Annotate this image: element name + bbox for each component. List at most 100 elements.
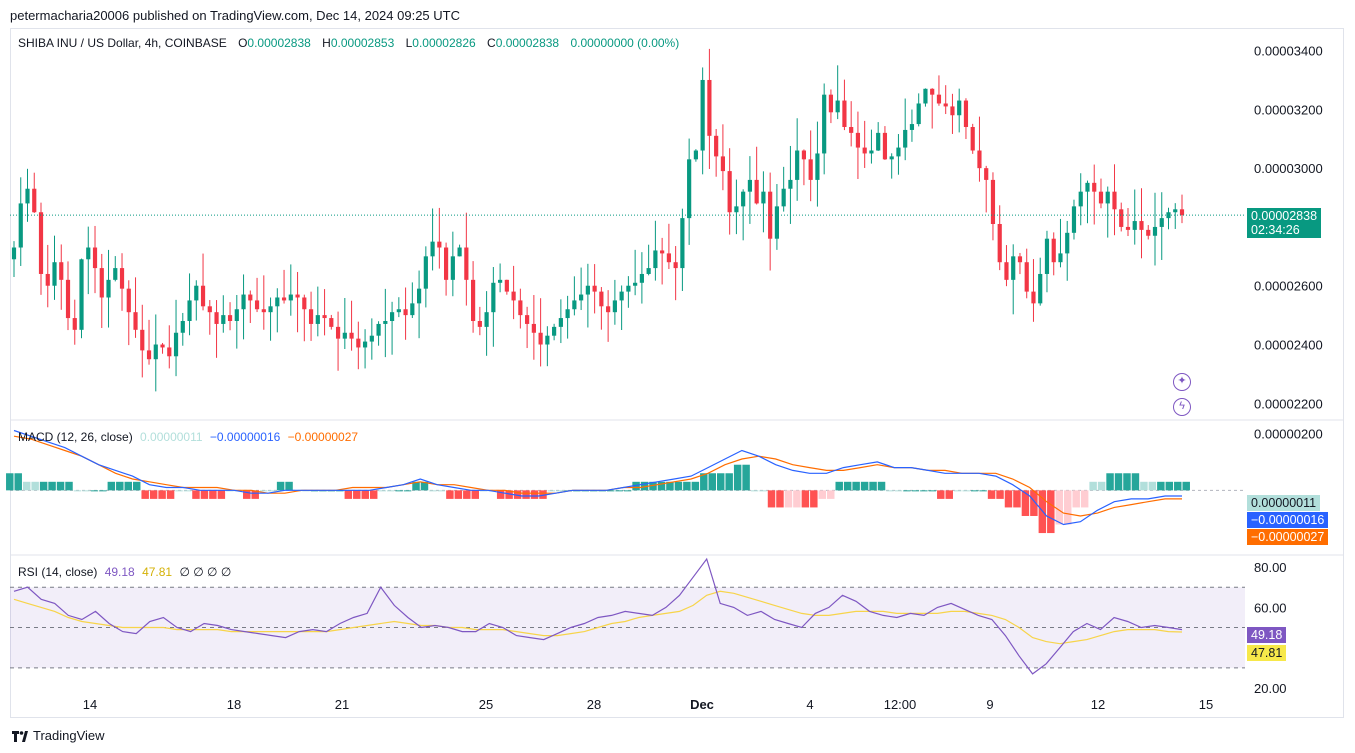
candle-body [119, 268, 125, 289]
rsi-placeholders: ∅ ∅ ∅ ∅ [179, 565, 232, 579]
candle-body [376, 323, 381, 336]
candle-body [889, 156, 894, 160]
macd-hist-bar [1030, 490, 1038, 516]
candle-body [200, 285, 206, 307]
candle-body [477, 321, 482, 327]
candle-body [254, 300, 260, 310]
macd-hist-bar [742, 464, 750, 491]
candle-body [808, 159, 813, 180]
price-tick-label: 0.00002600 [1254, 279, 1323, 294]
candle-body [633, 282, 638, 286]
macd-hist-bar [1080, 490, 1089, 508]
candle-body [389, 312, 395, 321]
candle-body [1112, 191, 1117, 210]
macd-hist-bar [522, 490, 530, 499]
footer-brand[interactable]: TradingView [12, 728, 105, 743]
macd-hist-bar [962, 490, 970, 492]
candle-body [450, 256, 455, 280]
macd-hist-bar [860, 481, 869, 491]
candle-body [234, 309, 239, 321]
rsi-value-box: 49.18 [1247, 627, 1287, 643]
candle-body [329, 318, 334, 327]
macd-hist-bar [1004, 490, 1013, 508]
macd-hist-bar [437, 490, 446, 492]
macd-hist-bar [6, 473, 14, 491]
candle-body [1071, 206, 1077, 233]
symbol-title[interactable]: SHIBA INU / US Dollar, 4h, COINBASE [18, 36, 227, 50]
macd-hist-bar [175, 490, 183, 492]
candle-body [356, 338, 361, 348]
macd-hist-bar [1055, 490, 1064, 525]
candle-body [849, 127, 854, 133]
candle-body [194, 285, 199, 301]
macd-hist-bar [158, 490, 166, 499]
candle-body [984, 168, 989, 180]
macd-hist-bar [446, 490, 454, 499]
candle-body [612, 300, 617, 313]
candle-body [990, 179, 996, 224]
candle-body [862, 147, 867, 154]
candle-body [322, 315, 327, 319]
candle-body [133, 312, 138, 330]
candle-body [720, 156, 725, 172]
candle-body [538, 332, 543, 345]
candle-body [59, 262, 64, 280]
candle-body [930, 88, 935, 95]
macd-hist-bar [852, 481, 860, 491]
candle-body [1173, 209, 1178, 213]
chart-frame[interactable] [10, 28, 1344, 718]
candle-body [1085, 182, 1090, 192]
macd-hist-bar [14, 473, 22, 491]
macd-hist-bar [124, 481, 132, 491]
macd-hist-bar [700, 473, 708, 491]
macd-hist-bar [344, 490, 353, 499]
candle-body [86, 247, 91, 260]
candle-body [552, 326, 557, 336]
candle-body [592, 285, 597, 292]
candle-body [1139, 221, 1144, 230]
macd-line-value: −0.00000016 [209, 430, 281, 444]
open-value: 0.00002838 [247, 36, 311, 50]
candle-body [18, 203, 23, 248]
macd-hist-bar [894, 490, 903, 492]
macd-hist-bar [827, 490, 835, 499]
candle-body [558, 318, 563, 327]
macd-title[interactable]: MACD (12, 26, close) [18, 430, 133, 444]
candle-body [214, 312, 219, 324]
candle-body [369, 335, 374, 342]
macd-hist-bar [716, 473, 725, 491]
macd-hist-bar [869, 481, 877, 491]
candle-body [1058, 253, 1063, 263]
candle-body [1044, 238, 1050, 274]
candle-body [680, 218, 685, 269]
macd-hist-bar [987, 490, 996, 499]
candle-body [687, 159, 692, 219]
macd-hist-box: 0.00000011 [1247, 495, 1321, 511]
candle-body [761, 191, 766, 204]
macd-hist-bar [1148, 481, 1157, 491]
macd-hist-bar [82, 490, 90, 492]
candle-body [342, 332, 347, 339]
candle-body [410, 303, 415, 316]
candle-body [1017, 256, 1023, 263]
rsi-title[interactable]: RSI (14, close) [18, 565, 98, 579]
time-tick-label: 18 [227, 697, 241, 712]
macd-hist-bar [733, 464, 742, 491]
candle-body [842, 100, 847, 127]
macd-hist-bar [886, 490, 894, 492]
candle-body [660, 250, 665, 254]
macd-hist-bar [31, 481, 39, 491]
candle-body [639, 273, 644, 283]
compass-icon[interactable]: ✦ [1173, 373, 1191, 391]
candle-body [734, 206, 739, 213]
candle-body [504, 279, 509, 292]
candle-body [714, 135, 719, 157]
macd-hist-bar [649, 481, 657, 491]
macd-hist-bar [1123, 473, 1131, 491]
candle-body [207, 306, 212, 313]
lightning-icon[interactable]: ϟ [1173, 398, 1191, 416]
candle-body [423, 256, 428, 289]
macd-hist-bar [835, 481, 843, 491]
macd-hist-bar [463, 490, 471, 499]
